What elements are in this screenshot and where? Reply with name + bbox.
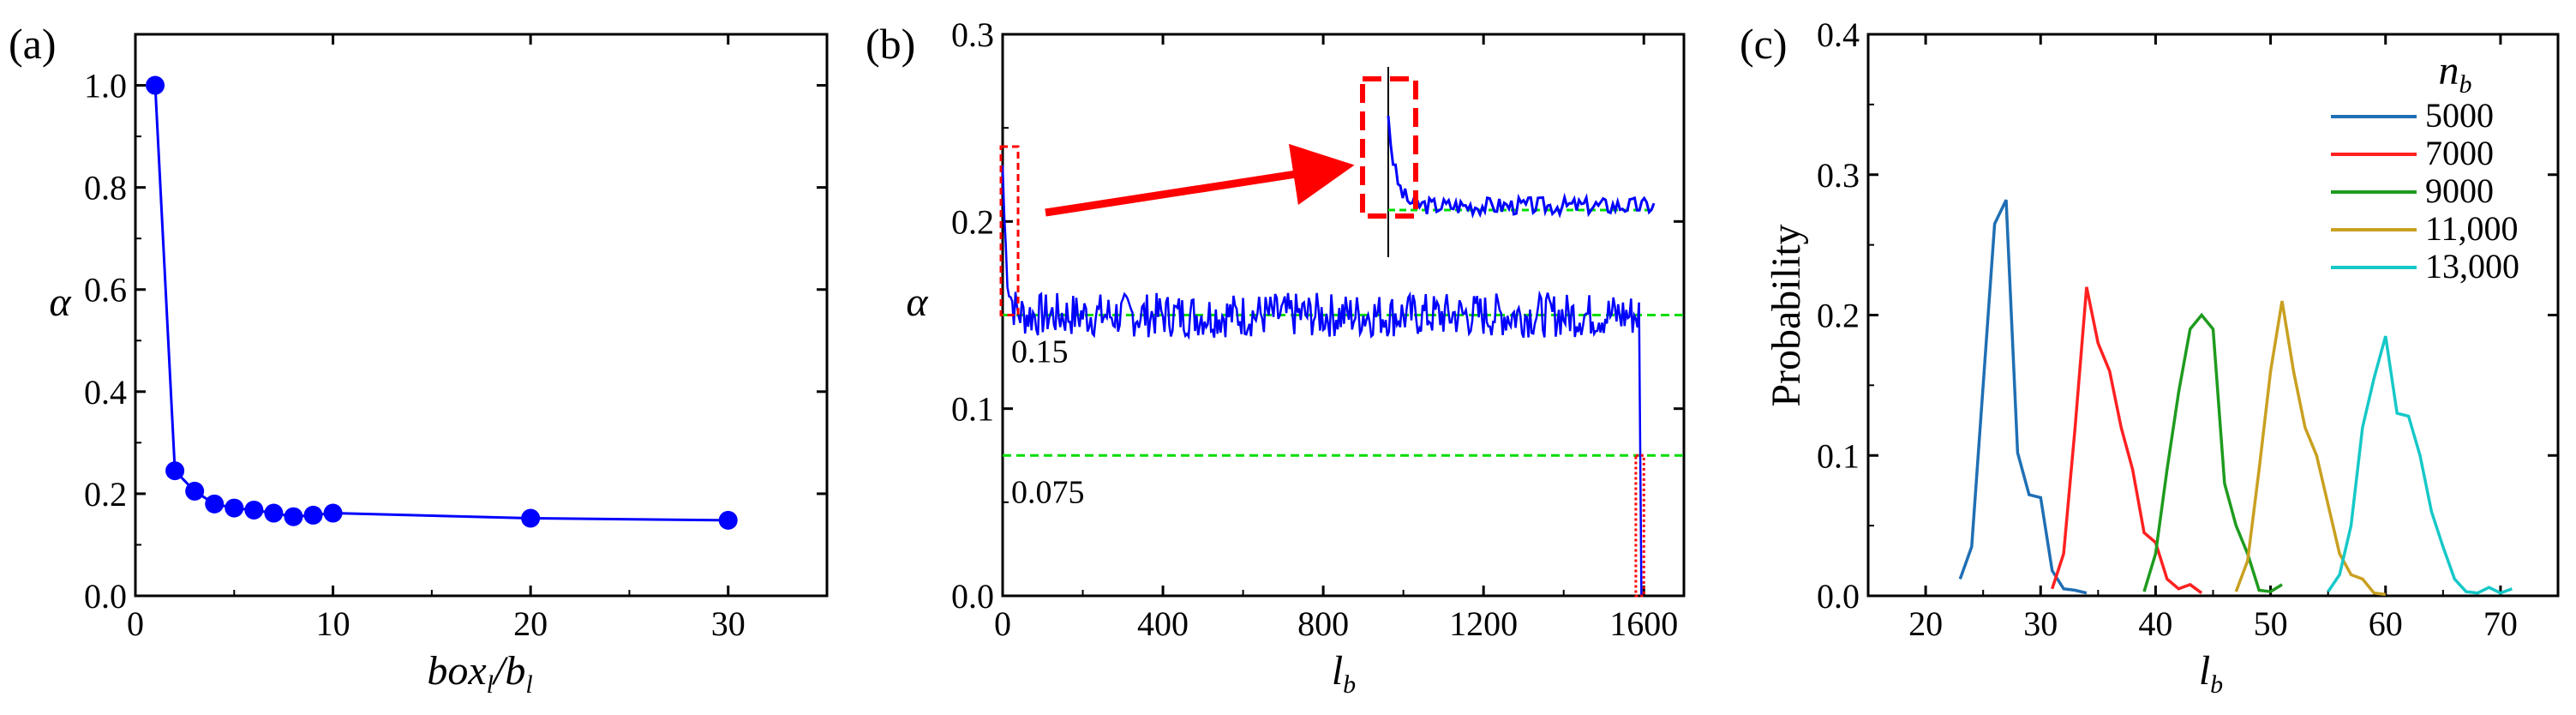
panel-c-legend-label: 5000 (2425, 96, 2494, 135)
panel-b-x-label: lb (1332, 648, 1356, 699)
panel-a-data-point (225, 498, 244, 518)
panel-a-x-tick-label: 20 (513, 604, 548, 643)
panel-c-x-label: lb (2199, 648, 2223, 699)
panel-c-y-tick-label: 0.3 (1817, 156, 1860, 195)
panel-b-x-tick-label: 1200 (1449, 604, 1518, 643)
panel-a-y-tick-label: 0.2 (84, 475, 127, 514)
panel-b-series-line (1001, 165, 1643, 597)
panel-b-y-tick-label: 0.1 (951, 390, 994, 429)
panel-c-label: (c) (1740, 20, 1788, 68)
panel-c-y-label: Probability (1764, 224, 1809, 406)
panel-c-series-line-7000 (2051, 286, 2203, 595)
panel-b-inset-highlight-box (1360, 76, 1418, 219)
panel-a-data-point (244, 500, 264, 520)
panel-a-data-point (165, 461, 185, 481)
panel-b-y-tick-label: 0.3 (951, 15, 994, 54)
panel-a-x-tick-label: 30 (711, 604, 746, 643)
panel-a-label: (a) (9, 20, 57, 68)
panel-b-zoom-arrow (1045, 143, 1355, 217)
panel-a-data-point (205, 494, 225, 514)
panel-c-x-tick-label: 30 (2023, 604, 2058, 643)
panel-b-label: (b) (866, 20, 915, 68)
panel-a-x-label: boxl/bl (427, 648, 532, 699)
panel-a-y-tick-label: 0.6 (84, 271, 127, 309)
panel-b-y-tick-label: 0.2 (951, 202, 994, 241)
panel-c-series-line-9000 (2142, 312, 2283, 593)
panel-c-legend-label: 9000 (2425, 171, 2494, 210)
panel-c-x-tick-label: 70 (2483, 604, 2518, 643)
panel-b-x-tick-label: 800 (1297, 604, 1349, 643)
panel-b-x-tick-label: 1600 (1609, 604, 1678, 643)
panel-b-x-tick-label: 0 (994, 604, 1011, 643)
panel-b-y-label: α (906, 279, 928, 325)
panel-a-data-point (521, 508, 541, 528)
panel-b-inset-series-line (1387, 115, 1656, 219)
panel-c-x-tick-label: 60 (2369, 604, 2403, 643)
panel-a-data-point (264, 503, 284, 523)
panel-a-x-tick-label: 10 (316, 604, 350, 643)
panel-c-legend-label: 13,000 (2425, 247, 2519, 285)
panel-a-data-point (303, 505, 323, 525)
panel-a-y-tick-label: 0.0 (84, 577, 127, 616)
panel-a-series-line (153, 85, 728, 522)
panel-a-plot-frame (134, 33, 829, 598)
panel-c-y-tick-label: 0.2 (1817, 297, 1860, 335)
panel-c-x-tick-label: 50 (2254, 604, 2288, 643)
panel-c-y-tick-label: 0.1 (1817, 436, 1860, 475)
panel-b-reference-label: 0.075 (1011, 474, 1085, 510)
panel-c-x-tick-label: 20 (1908, 604, 1943, 643)
panel-c-y-tick-label: 0.4 (1817, 15, 1860, 54)
panel-a-data-point (718, 510, 738, 530)
panel-c-x-tick-label: 40 (2138, 604, 2172, 643)
panel-c-series-line-13000 (2327, 335, 2513, 595)
panel-b-x-tick-label: 400 (1137, 604, 1189, 643)
panel-a-x-tick-label: 0 (127, 604, 144, 643)
panel-c-legend-label: 7000 (2425, 134, 2494, 172)
panel-a-data-point (185, 481, 205, 501)
panel-a-y-tick-label: 0.4 (84, 373, 127, 412)
panel-b-highlight-box-end (1634, 454, 1645, 598)
panel-c-series-line-11000 (2234, 300, 2387, 597)
panel-a-data-point (323, 503, 343, 523)
panel-b-y-tick-label: 0.0 (951, 577, 994, 616)
panel-a-y-tick-label: 0.8 (84, 169, 127, 207)
panel-b-reference-label: 0.15 (1011, 334, 1069, 370)
panel-c-y-tick-label: 0.0 (1817, 577, 1860, 616)
panel-b-highlight-box (999, 145, 1020, 316)
panel-c-legend-title: nb (2439, 48, 2472, 99)
panel-a-data-point (284, 507, 303, 526)
panel-a-data-point (146, 75, 165, 95)
panel-c-legend-label: 11,000 (2425, 209, 2519, 248)
panel-a-y-label: α (49, 279, 71, 325)
panel-a-y-tick-label: 1.0 (84, 67, 127, 105)
panel-c-series-line-5000 (1958, 199, 2088, 595)
